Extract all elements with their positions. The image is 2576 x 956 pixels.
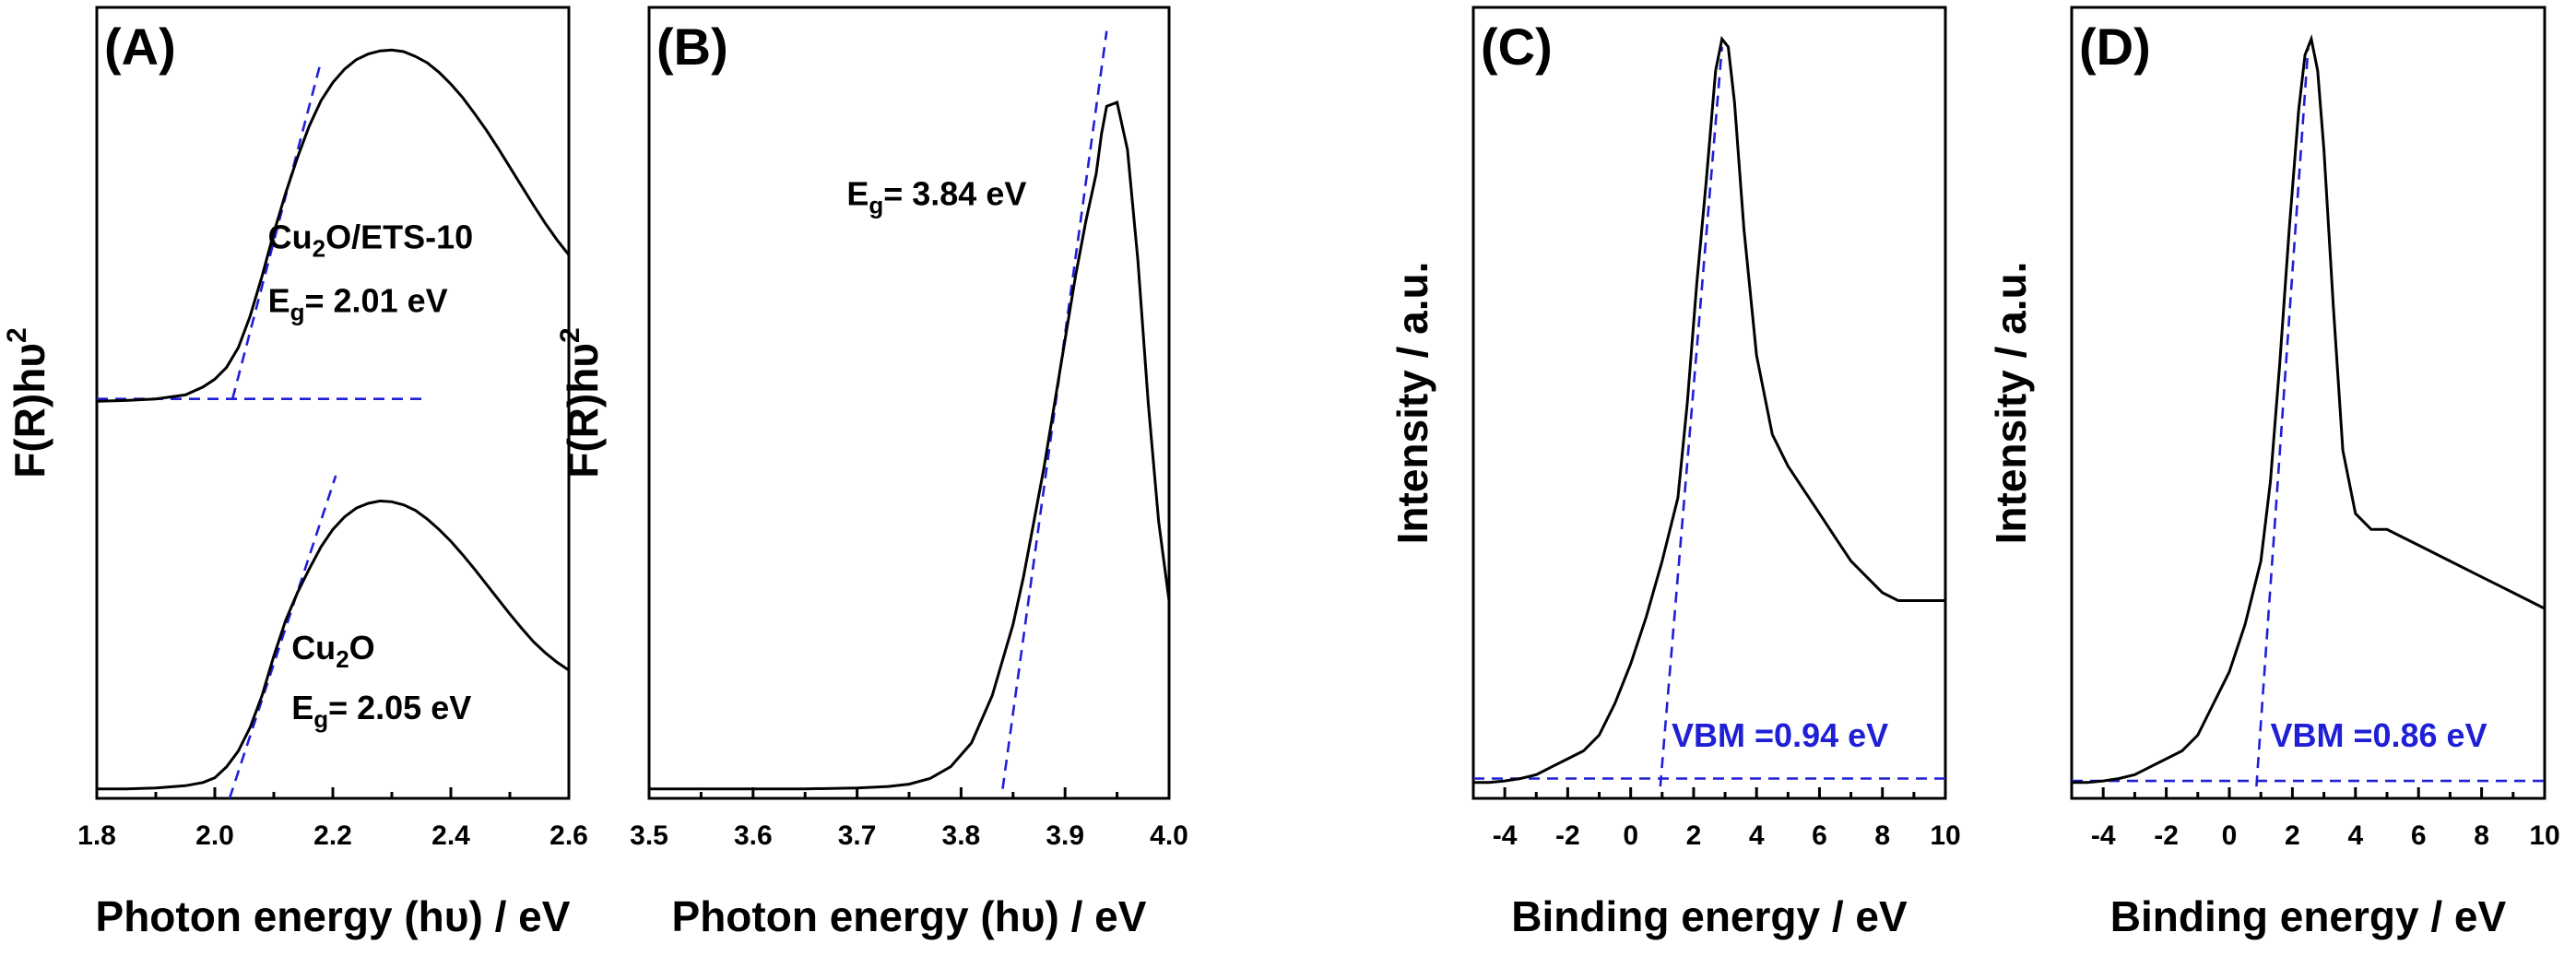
annotation: Eg= 3.84 eV — [846, 175, 1026, 219]
panel-B: 3.5 3.6 3.7 3.8 3.9 4.0 Eg= 3.84 eV (B) Photon e… — [555, 6, 1188, 940]
x-tick-label: 3.9 — [1046, 820, 1084, 851]
x-tick-label: 10 — [1930, 820, 1960, 851]
series-line-cu2o-ets-10 — [96, 48, 571, 403]
x-tick-label: -2 — [1555, 820, 1580, 851]
panel-label: (B) — [656, 18, 728, 76]
annotation: VBM =0.94 eV — [1672, 716, 1888, 754]
fit-line — [230, 60, 323, 400]
x-tick-label: 4 — [1749, 820, 1765, 851]
x-tick-label: 2.4 — [431, 820, 470, 851]
y-axis-label: Intensity / a.u. — [1987, 262, 2035, 545]
x-tick-label: 0 — [1623, 820, 1638, 851]
x-axis-label: Binding energy / eV — [1511, 892, 1908, 940]
x-tick-label: 10 — [2529, 820, 2559, 851]
x-tick-label: 0 — [2222, 820, 2238, 851]
x-tick-label: 2.2 — [313, 820, 352, 851]
annotation: Eg= 2.01 eV — [268, 281, 448, 325]
series-line-cu2o — [97, 499, 570, 791]
annotation: VBM =0.86 eV — [2270, 716, 2487, 754]
fit-line — [228, 475, 337, 799]
x-tick-label: 4.0 — [1150, 820, 1188, 851]
x-tick-label: 6 — [1812, 820, 1827, 851]
x-tick-label: 3.8 — [942, 820, 981, 851]
x-tick-label: -4 — [2091, 820, 2116, 851]
series-line-ets-10 — [649, 100, 1171, 791]
y-axis-label: F(R)hυ2 — [555, 327, 607, 478]
panel-label: (D) — [2079, 18, 2151, 76]
x-axis-label: Binding energy / eV — [2110, 892, 2507, 940]
x-tick-label: 4 — [2347, 820, 2363, 851]
x-tick-label: 8 — [1874, 820, 1890, 851]
series-line-vb-xps — [2072, 34, 2546, 785]
x-tick-label: 6 — [2411, 820, 2427, 851]
panel-label: (A) — [104, 18, 176, 76]
annotation: Cu2O — [291, 629, 374, 673]
panel-label: (C) — [1481, 18, 1553, 76]
panel-D: -4 -2 0 2 4 6 8 10 VBM =0.86 eV (D) Binding energy… — [1987, 6, 2560, 940]
panel-A: 1.8 2.0 2.2 2.4 2.6 Cu2O/ETS-10 Eg= 2.01 eV Cu2… — [2, 6, 588, 940]
fit-line — [1659, 46, 1723, 787]
x-tick-label: 2.0 — [195, 820, 234, 851]
x-tick-label: 3.5 — [630, 820, 668, 851]
plot-frame — [95, 6, 571, 800]
y-axis-label: Intensity / a.u. — [1388, 262, 1436, 545]
annotation: Cu2O/ETS-10 — [268, 218, 474, 263]
y-axis-label: F(R)hυ2 — [2, 327, 53, 478]
x-tick-label: -2 — [2154, 820, 2179, 851]
x-tick-label: 2 — [1686, 820, 1702, 851]
x-tick-label: 1.8 — [77, 820, 116, 851]
x-tick-label: 3.7 — [838, 820, 877, 851]
x-tick-label: 3.6 — [734, 820, 773, 851]
x-axis-label: Photon energy (hυ) / eV — [96, 892, 571, 940]
x-tick-label: 8 — [2474, 820, 2489, 851]
panel-C: -4 -2 0 2 4 6 8 10 VBM =0.94 eV (C) Binding energy… — [1388, 6, 1961, 940]
plot-frame — [647, 6, 1171, 800]
x-tick-label: -4 — [1493, 820, 1518, 851]
fit-line — [1001, 30, 1108, 789]
plot-frame — [2070, 6, 2546, 800]
x-tick-label: 2 — [2285, 820, 2300, 851]
series-line-vb-xps — [1473, 35, 1945, 785]
annotation: Eg= 2.05 eV — [291, 689, 471, 733]
x-axis-label: Photon energy (hυ) / eV — [672, 892, 1147, 940]
fit-line — [2255, 46, 2310, 787]
x-tick-label: 2.6 — [549, 820, 588, 851]
plot-frame — [1471, 6, 1947, 800]
